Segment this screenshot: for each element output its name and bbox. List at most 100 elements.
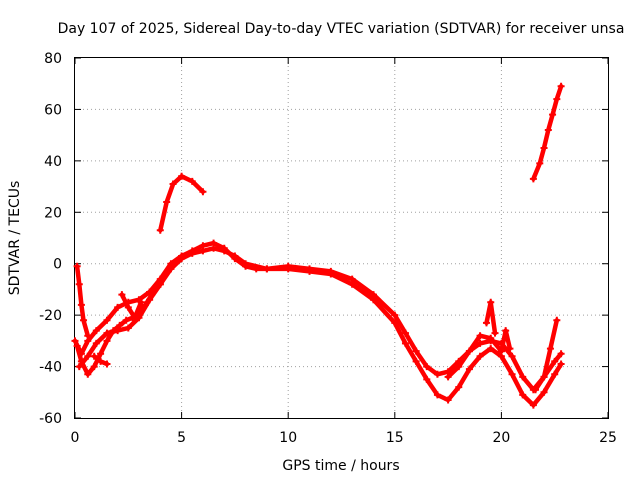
data-point [231, 252, 239, 260]
data-point [90, 352, 98, 360]
data-point [465, 347, 473, 355]
series-line [158, 174, 206, 233]
y-tick-label: -40 [39, 360, 62, 376]
data-point [284, 265, 292, 273]
y-tick-label: -60 [39, 411, 62, 427]
data-point [306, 267, 314, 275]
data-point [109, 327, 117, 335]
data-point [178, 172, 186, 180]
y-tick-label: 40 [44, 154, 62, 170]
data-point [551, 370, 559, 378]
data-point [188, 177, 196, 185]
series-line [445, 333, 504, 380]
data-point [156, 226, 164, 234]
data-point [118, 291, 126, 299]
data-point [80, 316, 88, 324]
data-point [433, 370, 441, 378]
data-point [84, 352, 92, 360]
data-point [482, 319, 490, 327]
data-point [210, 244, 218, 252]
data-point [391, 319, 399, 327]
data-point [476, 352, 484, 360]
axis-ticks [74, 57, 609, 419]
y-tick-label: 60 [44, 102, 62, 118]
series-morning-dip [73, 280, 164, 378]
data-point [92, 339, 100, 347]
x-tick-label: 10 [279, 430, 297, 446]
data-point [487, 298, 495, 306]
data-point [544, 126, 552, 134]
series-line [119, 292, 144, 320]
plot-frame [74, 57, 609, 419]
series-line [484, 300, 498, 336]
series-late-surge [529, 82, 565, 183]
data-point [369, 296, 377, 304]
data-point [508, 370, 516, 378]
data-point [391, 311, 399, 319]
y-tick-label: 80 [44, 51, 62, 67]
x-axis-label: GPS time / hours [282, 458, 399, 474]
series-late-rise [532, 316, 561, 394]
data-point [103, 360, 111, 368]
data-point [90, 363, 98, 371]
data-point [540, 144, 548, 152]
data-point [263, 265, 271, 273]
data-point [167, 265, 175, 273]
series-morning-tail [90, 352, 111, 368]
data-point [412, 347, 420, 355]
y-tick-label: 20 [44, 205, 62, 221]
x-tick-label: 0 [71, 430, 80, 446]
grid [75, 58, 608, 418]
data-point [465, 365, 473, 373]
series-evening-hump [444, 332, 505, 381]
series-line [74, 264, 91, 338]
data-point [242, 260, 250, 268]
data-point [84, 332, 92, 340]
data-point [131, 314, 139, 322]
data-point [199, 247, 207, 255]
axis-tick-labels: 0 5 10 15 20 25 -60 -40 -20 0 20 40 60 80 [39, 51, 617, 446]
series-evening-spike [482, 298, 499, 337]
data-point [92, 327, 100, 335]
data-point [536, 159, 544, 167]
series-midday-bump [156, 172, 207, 234]
series-early-spike [73, 262, 92, 340]
data-point [156, 280, 164, 288]
data-point [97, 357, 105, 365]
data-point [412, 357, 420, 365]
data-point [508, 352, 516, 360]
data-point [114, 303, 122, 311]
series-line [533, 318, 560, 392]
x-tick-label: 20 [492, 430, 510, 446]
data-point [553, 95, 561, 103]
data-point [73, 262, 81, 270]
data-point [506, 345, 514, 353]
y-axis-label: SDTVAR / TECUs [7, 181, 23, 296]
data-point [455, 383, 463, 391]
data-point [71, 337, 79, 345]
data-point [163, 198, 171, 206]
data-point [141, 301, 149, 309]
series-line [77, 246, 564, 408]
data-point [553, 316, 561, 324]
data-point [557, 360, 565, 368]
data-point [551, 357, 559, 365]
data-point [557, 350, 565, 358]
data-point [557, 82, 565, 90]
data-point [73, 342, 81, 350]
y-tick-label: 0 [53, 257, 62, 273]
data-point [433, 391, 441, 399]
data-point [137, 298, 145, 306]
data-point [199, 188, 207, 196]
chart-title: Day 107 of 2025, Sidereal Day-to-day VTE… [58, 21, 625, 37]
data-point [124, 324, 132, 332]
data-point [502, 327, 510, 335]
data-point [529, 401, 537, 409]
x-tick-label: 5 [177, 430, 186, 446]
data-point [540, 388, 548, 396]
data-point [487, 345, 495, 353]
data-point [546, 345, 554, 353]
data-point [476, 339, 484, 347]
data-point [327, 270, 335, 278]
